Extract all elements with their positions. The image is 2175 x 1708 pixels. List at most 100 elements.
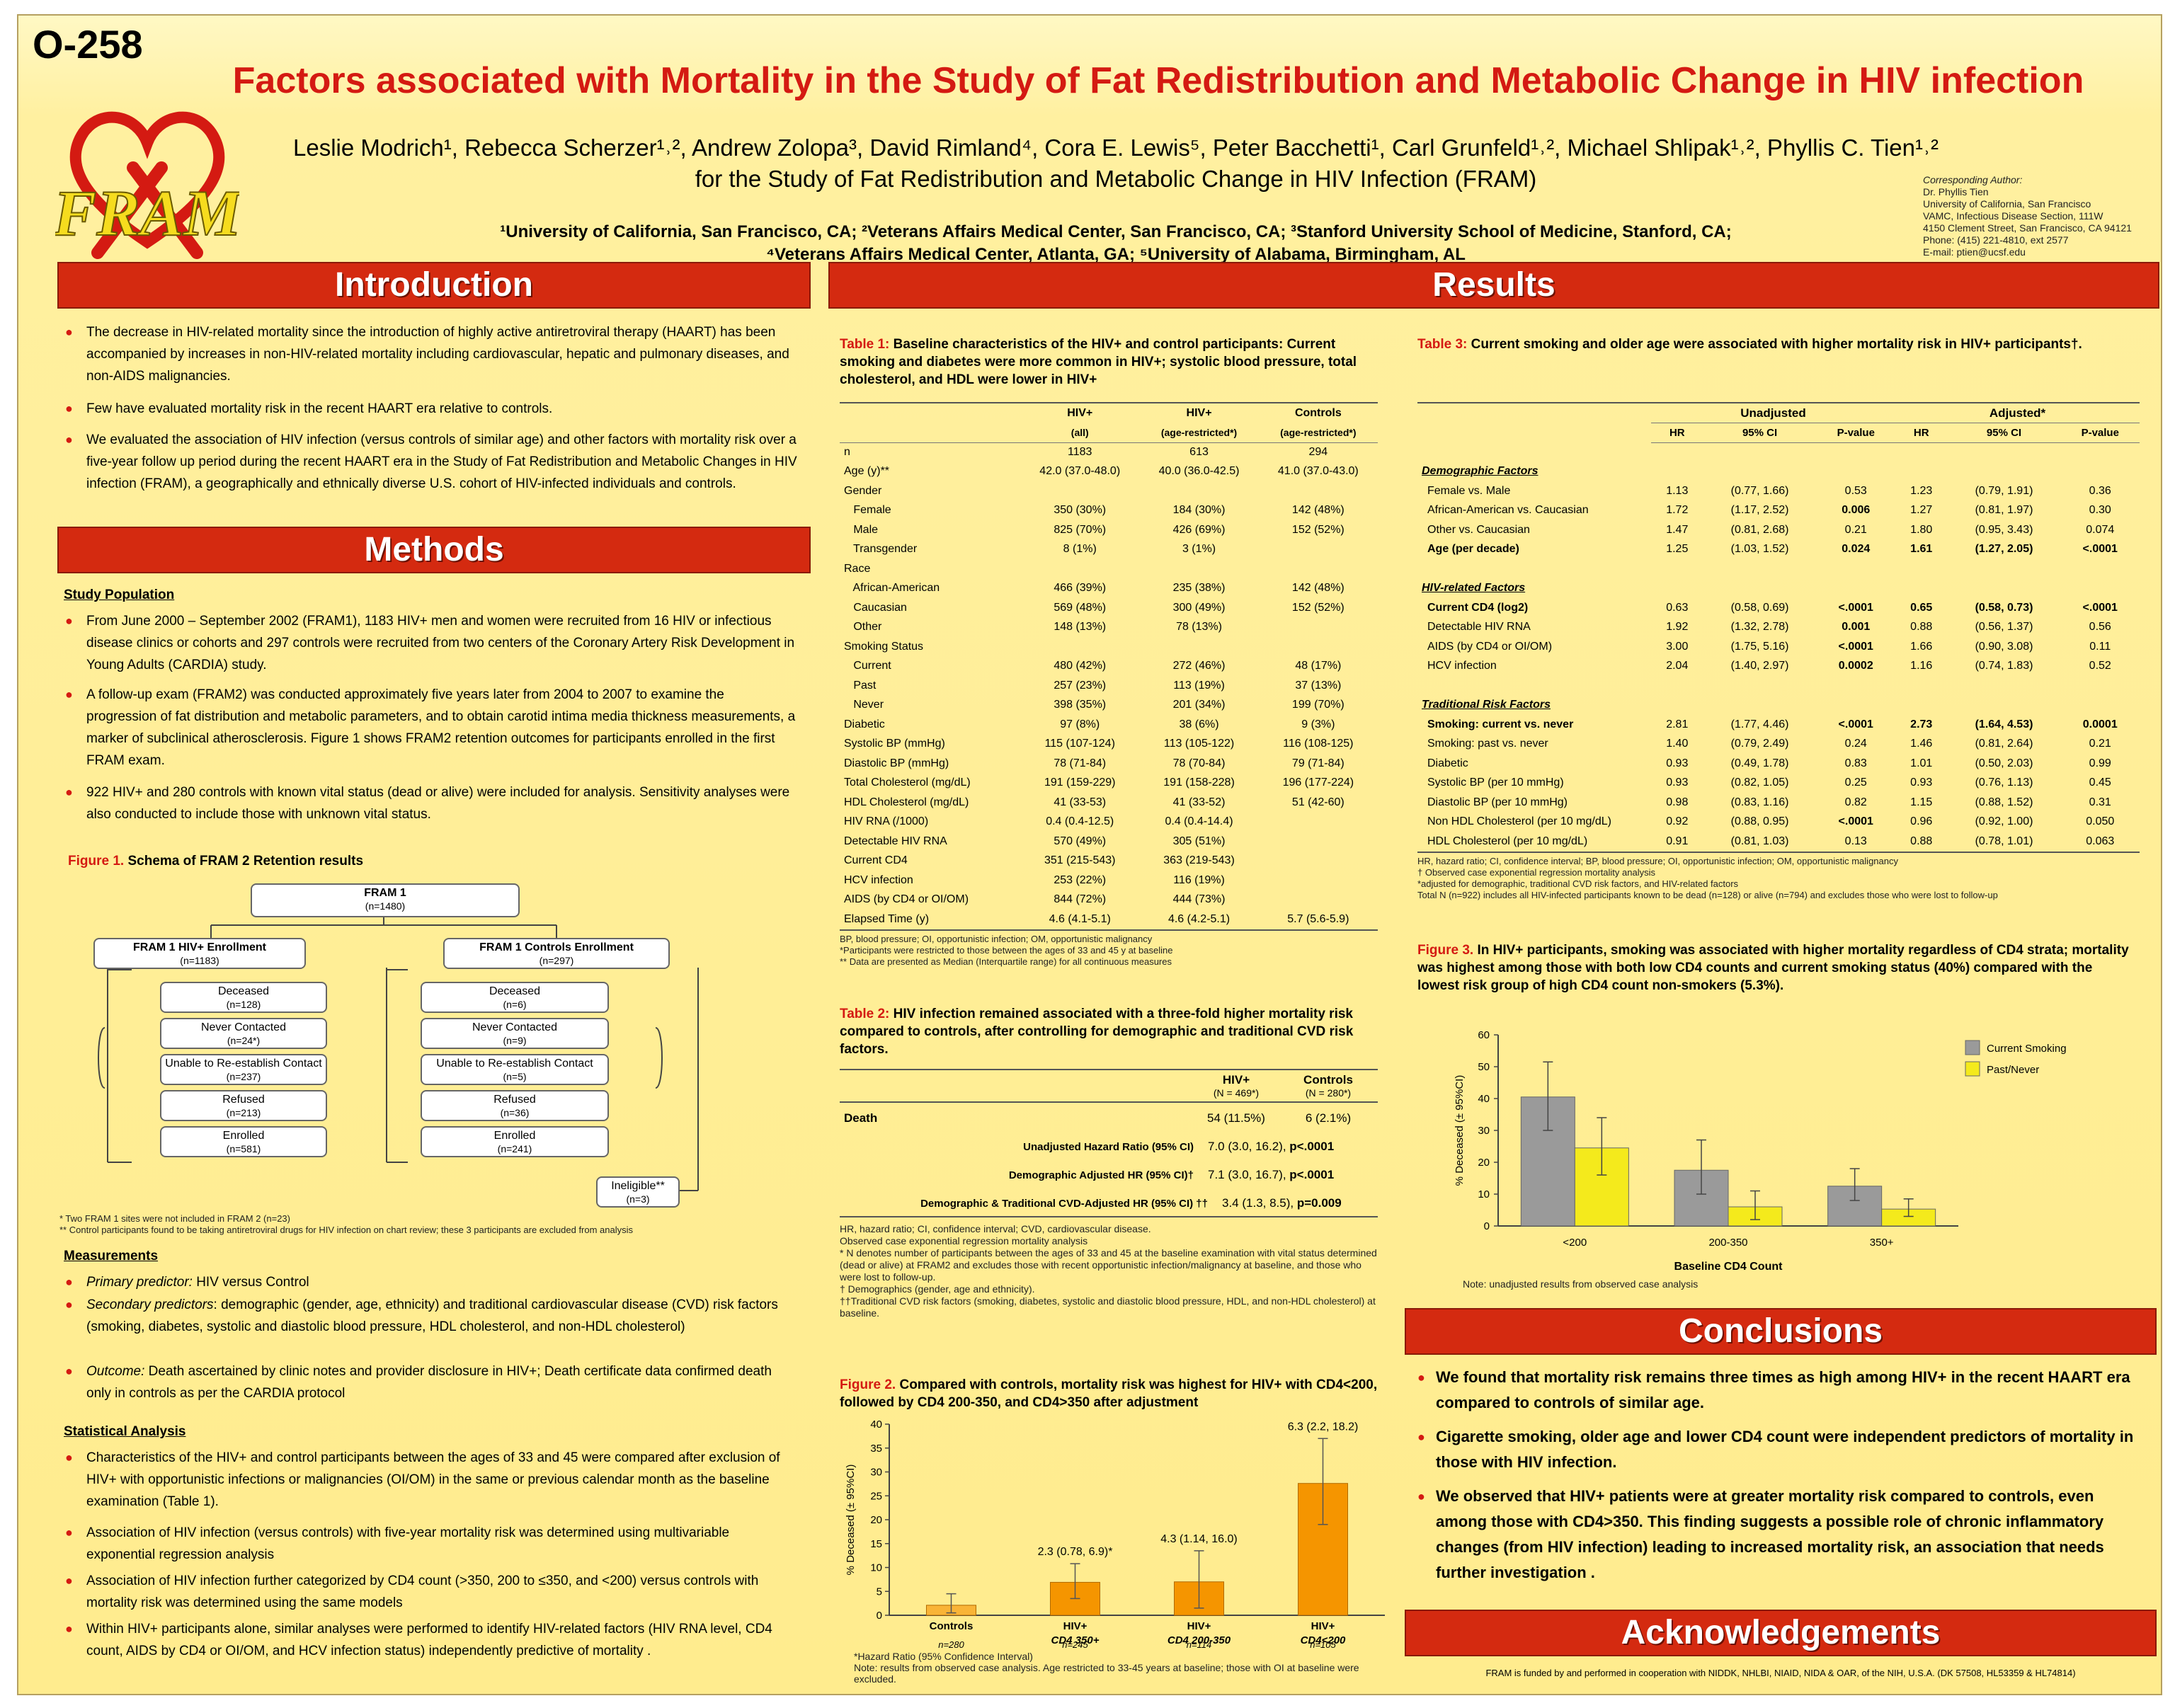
table3-cell: 0.53 bbox=[1844, 484, 1867, 497]
table3-cell: 0.93 bbox=[1666, 757, 1689, 769]
flow-n: (n=213) bbox=[226, 1107, 261, 1118]
table1-cell: 152 (52%) bbox=[1291, 601, 1345, 614]
table3-section-row: HIV-related Factors bbox=[1417, 579, 2140, 599]
note-line: ††Traditional CVD risk factors (smoking,… bbox=[840, 1295, 1376, 1319]
table3-caption-text: Current smoking and older age were assoc… bbox=[1471, 337, 2082, 352]
table3-cell: (0.74, 1.83) bbox=[1975, 660, 2033, 672]
table1-cell: 235 (38%) bbox=[1172, 582, 1226, 595]
flow-n: (n=5) bbox=[503, 1071, 527, 1082]
intro-bullet: We evaluated the association of HIV infe… bbox=[61, 429, 797, 495]
note-line: BP, blood pressure; OI, opportunistic in… bbox=[840, 933, 1153, 944]
x-axis-label: Baseline CD4 Count bbox=[1674, 1261, 1783, 1273]
flow-label: Refused bbox=[493, 1094, 536, 1106]
flow-ctrl-box: Never Contacted (n=9) bbox=[421, 1018, 609, 1049]
table1-cell: 41 (33-52) bbox=[1172, 796, 1226, 808]
table3-cell: 1.25 bbox=[1666, 543, 1689, 556]
table3-spacer bbox=[1417, 676, 2140, 696]
table3-spacer bbox=[1417, 442, 2140, 462]
table2-col1: HIV+ bbox=[1222, 1073, 1250, 1087]
note-line: *Hazard Ratio (95% Confidence Interval) bbox=[854, 1651, 1033, 1662]
flow-label: Unable to Re-establish Contact bbox=[436, 1058, 593, 1070]
note-line: † Demographics (gender, age and ethnicit… bbox=[840, 1283, 1035, 1295]
bullet-lead: Outcome: bbox=[86, 1364, 145, 1379]
table3-cell: 0.31 bbox=[2089, 796, 2111, 808]
table3-cell: 0.36 bbox=[2089, 484, 2111, 497]
table3-caption: Table 3: Current smoking and older age w… bbox=[1417, 336, 2111, 353]
table1-cell: Systolic BP (mmHg) bbox=[844, 738, 945, 750]
table1-cell: 78 (70-84) bbox=[1172, 757, 1226, 769]
table1-cell: African-American bbox=[844, 582, 940, 595]
table3-row-label: Other vs. Caucasian bbox=[1427, 523, 1530, 536]
table1-cell: 201 (34%) bbox=[1172, 699, 1226, 711]
table1-row: Smoking Status bbox=[840, 637, 1378, 657]
table1-cell: 41.0 (37.0-43.0) bbox=[1277, 465, 1359, 478]
figure1-caption-text: Schema of FRAM 2 Retention results bbox=[127, 854, 364, 869]
p-value: p<.0001 bbox=[1289, 1140, 1335, 1153]
category-label: HIV+ bbox=[1311, 1620, 1335, 1632]
table3-cell: (1.77, 4.46) bbox=[1730, 718, 1789, 730]
figure1-label: Figure 1. bbox=[68, 854, 125, 869]
conclusion-bullet: Cigarette smoking, older age and lower C… bbox=[1417, 1424, 2140, 1475]
table1-cell: Detectable HIV RNA bbox=[844, 835, 947, 847]
y-tick-label: 30 bbox=[1478, 1125, 1490, 1137]
table1-cell: 142 (48%) bbox=[1291, 582, 1345, 595]
table3-cell: <.0001 bbox=[1838, 601, 1873, 614]
table3-cell: 2.73 bbox=[1910, 718, 1933, 730]
stat-bullet: Characteristics of the HIV+ and control … bbox=[61, 1447, 797, 1513]
category-label: CD4 350+ bbox=[1051, 1634, 1100, 1646]
table1-header-cell: (age-restricted*) bbox=[1139, 423, 1259, 443]
table1-row: Diastolic BP (mmHg) 78 (71-84) 78 (70-84) 7… bbox=[840, 754, 1378, 774]
table1-cell: 844 (72%) bbox=[1054, 893, 1107, 906]
table3-row: Age (per decade) 1.25 (1.03, 1.52) 0.024 1.6… bbox=[1417, 540, 2140, 560]
note-line: ** Control participants found to be taki… bbox=[59, 1225, 634, 1235]
table3-spacer bbox=[1417, 559, 2140, 579]
table1-row: Race bbox=[840, 559, 1378, 579]
flow-title: FRAM 1 bbox=[364, 887, 406, 899]
table3-cell: 1.15 bbox=[1910, 796, 1933, 808]
table1-cell bbox=[1259, 559, 1378, 579]
table3-cell: <.0001 bbox=[2082, 601, 2118, 614]
table3-cell: 1.27 bbox=[1910, 504, 1933, 517]
methods-bullet: A follow-up exam (FRAM2) was conducted a… bbox=[61, 684, 797, 772]
table1: HIV+ HIV+ Controls (all) (age-restricted*) (a… bbox=[840, 402, 1378, 968]
stat-bullet: Association of HIV infection further cat… bbox=[61, 1570, 797, 1614]
table1-grid: HIV+ HIV+ Controls (all) (age-restricted*) (a… bbox=[840, 403, 1378, 929]
n-label: n=245 bbox=[1062, 1639, 1088, 1650]
bullet-text: HIV versus Control bbox=[192, 1275, 309, 1290]
table3-row-label: Diabetic bbox=[1427, 757, 1468, 769]
table3-cell: 0.82 bbox=[1844, 796, 1867, 808]
table1-row: Current 480 (42%) 272 (46%) 48 (17%) bbox=[840, 657, 1378, 677]
table3-cell: <.0001 bbox=[2082, 543, 2118, 556]
flow-n: (n=1480) bbox=[365, 900, 406, 912]
table-rule bbox=[840, 1101, 1378, 1103]
table1-cell bbox=[1020, 559, 1139, 579]
table1-cell: 8 (1%) bbox=[1063, 543, 1097, 556]
flow-ctrl-box: Deceased (n=6) bbox=[421, 982, 609, 1013]
flow-n: (n=128) bbox=[226, 999, 261, 1010]
table3-cell: 1.01 bbox=[1910, 757, 1933, 769]
table1-cell: Total Cholesterol (mg/dL) bbox=[844, 776, 971, 789]
category-label: CD4 200-350 bbox=[1168, 1634, 1231, 1646]
table3-cell: (0.77, 1.66) bbox=[1730, 484, 1789, 497]
table1-cell bbox=[1139, 481, 1258, 501]
table3-cell: (0.90, 3.08) bbox=[1975, 640, 2033, 653]
flow-label: Enrolled bbox=[493, 1130, 536, 1142]
n-label: n=280 bbox=[938, 1639, 964, 1650]
corr-line: VAMC, Infectious Disease Section, 111W bbox=[1923, 210, 2103, 222]
table3-cell: (1.64, 4.53) bbox=[1975, 718, 2033, 730]
hr-value: 3.4 (1.3, 8.5), bbox=[1222, 1196, 1297, 1210]
table3-group-header: Unadjusted bbox=[1651, 403, 1895, 423]
table3-row: Smoking: current vs. never 2.81 (1.77, 4.4… bbox=[1417, 715, 2140, 735]
table1-cell: 184 (30%) bbox=[1172, 504, 1226, 517]
affiliation-line-1: ¹University of California, San Francisco… bbox=[500, 222, 1732, 241]
corr-line: University of California, San Francisco bbox=[1923, 198, 2091, 210]
table3-cell: (0.88, 1.52) bbox=[1975, 796, 2033, 808]
table3-cell: (0.81, 2.64) bbox=[1975, 738, 2033, 750]
corr-line: E-mail: ptien@ucsf.edu bbox=[1923, 246, 2026, 258]
conclusion-bullet: We found that mortality risk remains thr… bbox=[1417, 1365, 2140, 1416]
table3-col-header: HR bbox=[1895, 423, 1948, 443]
table1-cell bbox=[1139, 559, 1258, 579]
corr-line: Corresponding Author: bbox=[1923, 174, 2023, 185]
table3-cell: 0.99 bbox=[2089, 757, 2111, 769]
table3-cell: (0.76, 1.13) bbox=[1975, 776, 2033, 789]
